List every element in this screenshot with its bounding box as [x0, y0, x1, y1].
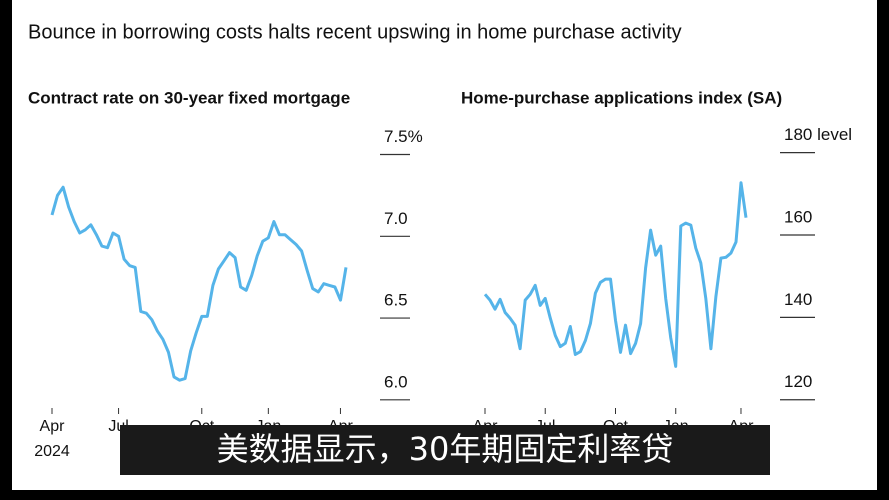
- y-tick-label: 6.5: [384, 291, 408, 310]
- y-tick-label: 160: [784, 208, 812, 227]
- y-tick-label: 6.0: [384, 372, 408, 391]
- chart-title: Contract rate on 30-year fixed mortgage: [28, 88, 350, 107]
- x-tick-label: Apr: [40, 418, 66, 435]
- y-tick-label: 180 level: [784, 125, 852, 144]
- chart-title: Home-purchase applications index (SA): [461, 88, 782, 107]
- data-line: [50, 185, 348, 382]
- y-tick-label: 120: [784, 372, 812, 391]
- caption-box: [120, 425, 770, 475]
- y-tick-label: 7.5%: [384, 127, 423, 146]
- y-tick-label: 140: [784, 290, 812, 309]
- x-tick-year: 2024: [34, 443, 70, 460]
- caption: 美数据显示，30年期固定利率贷: [217, 430, 674, 468]
- frame: [12, 0, 877, 490]
- subtitle: Bounce in borrowing costs halts recent u…: [28, 21, 682, 43]
- y-tick-label: 7.0: [384, 209, 408, 228]
- data-line: [483, 181, 748, 368]
